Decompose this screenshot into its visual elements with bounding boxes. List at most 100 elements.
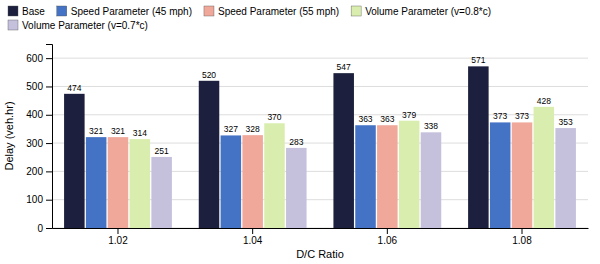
grid-line [52, 114, 588, 115]
x-axis-title: D/C Ratio [296, 248, 344, 260]
data-label: 370 [267, 112, 281, 122]
tick: 1.02 [108, 228, 128, 246]
data-label: 373 [493, 111, 507, 121]
bar [151, 157, 172, 228]
tick-mark [46, 115, 52, 116]
tick: 1.08 [512, 228, 532, 246]
bar [355, 125, 376, 228]
bar [333, 73, 354, 228]
legend-swatch [8, 20, 18, 30]
tick: 100 [26, 194, 52, 205]
grid-line [52, 86, 588, 87]
bar [399, 121, 420, 228]
bar [490, 122, 511, 228]
data-label: 321 [89, 126, 103, 136]
bar [221, 135, 242, 228]
data-label: 363 [380, 114, 394, 124]
tick-label: 0 [37, 223, 43, 234]
bar [64, 94, 85, 228]
data-label: 363 [358, 114, 372, 124]
tick-mark [46, 58, 52, 59]
tick-label: 1.08 [512, 235, 532, 246]
tick-mark [522, 228, 523, 234]
legend-swatch [204, 6, 214, 16]
data-label: 327 [224, 124, 238, 134]
legend-item: Speed Parameter (55 mph) [204, 6, 339, 17]
data-label: 520 [202, 70, 216, 80]
tick-label: 600 [26, 53, 43, 64]
bar [242, 135, 263, 228]
axis-line [53, 228, 589, 229]
tick: 1.06 [378, 228, 398, 246]
data-label: 283 [289, 137, 303, 147]
plot: 4745205475713213273633733213283633733143… [26, 45, 588, 247]
legend-label: Speed Parameter (55 mph) [218, 6, 339, 17]
data-label: 328 [246, 124, 260, 134]
tick: 500 [26, 81, 52, 92]
series [64, 66, 489, 228]
data-label: 571 [471, 55, 485, 65]
axis-line [46, 45, 53, 229]
data-label: 314 [133, 128, 147, 138]
legend-label: Volume Parameter (v=0.7*c) [22, 20, 148, 31]
legend: Base Speed Parameter (45 mph) Speed Parame… [8, 6, 491, 31]
y-axis: 0 100 200 300 400 500 600 [26, 45, 52, 234]
legend-swatch [57, 6, 67, 16]
data-label: 379 [402, 110, 416, 120]
tick-label: 100 [26, 194, 43, 205]
bar [86, 137, 107, 228]
legend-item: Speed Parameter (45 mph) [57, 6, 192, 17]
data-label: 338 [424, 121, 438, 131]
tick-label: 1.06 [378, 235, 398, 246]
tick: 400 [26, 109, 52, 120]
bar [199, 81, 220, 228]
data-label: 373 [515, 111, 529, 121]
data-label: 428 [537, 96, 551, 106]
y-axis-title: Delay (veh.hr) [3, 101, 15, 170]
tick-mark [46, 86, 52, 87]
series [108, 122, 533, 228]
bar [534, 107, 555, 228]
series [86, 122, 511, 228]
legend-label: Speed Parameter (45 mph) [71, 6, 192, 17]
tick-mark [46, 143, 52, 144]
data-label: 353 [559, 117, 573, 127]
series [130, 107, 555, 228]
bar [377, 125, 398, 228]
tick: 300 [26, 138, 52, 149]
tick-label: 1.02 [108, 235, 128, 246]
legend-item: Volume Parameter (v=0.8*c) [351, 6, 491, 17]
bar [130, 139, 151, 228]
legend-item: Base [8, 6, 45, 17]
legend-label: Base [22, 6, 45, 17]
legend-label: Volume Parameter (v=0.8*c) [365, 6, 491, 17]
bar [421, 132, 442, 228]
legend-swatch [8, 6, 18, 16]
tick-mark [387, 228, 388, 234]
data-labels: 4745205475713213273633733213283633733143… [67, 55, 573, 156]
tick: 1.04 [243, 228, 263, 246]
grid-line [52, 58, 588, 59]
bar [264, 123, 285, 228]
tick-label: 300 [26, 138, 43, 149]
grid [52, 58, 588, 228]
tick-label: 400 [26, 109, 43, 120]
tick-label: 500 [26, 81, 43, 92]
tick-mark [46, 200, 52, 201]
x-axis: 1.02 1.04 1.06 1.08 [53, 228, 589, 246]
legend-item: Volume Parameter (v=0.7*c) [8, 20, 148, 31]
chart: Base Speed Parameter (45 mph) Speed Parame… [0, 0, 600, 264]
tick-mark [252, 228, 253, 234]
data-label: 547 [337, 62, 351, 72]
data-label: 251 [155, 146, 169, 156]
data-label: 474 [67, 83, 81, 93]
bar [468, 66, 489, 228]
legend-swatch [351, 6, 361, 16]
tick-mark [46, 228, 52, 229]
tick: 200 [26, 166, 52, 177]
bars [64, 66, 576, 228]
tick-mark [117, 228, 118, 234]
bar [286, 148, 307, 228]
tick-label: 1.04 [243, 235, 263, 246]
bar [512, 122, 533, 228]
